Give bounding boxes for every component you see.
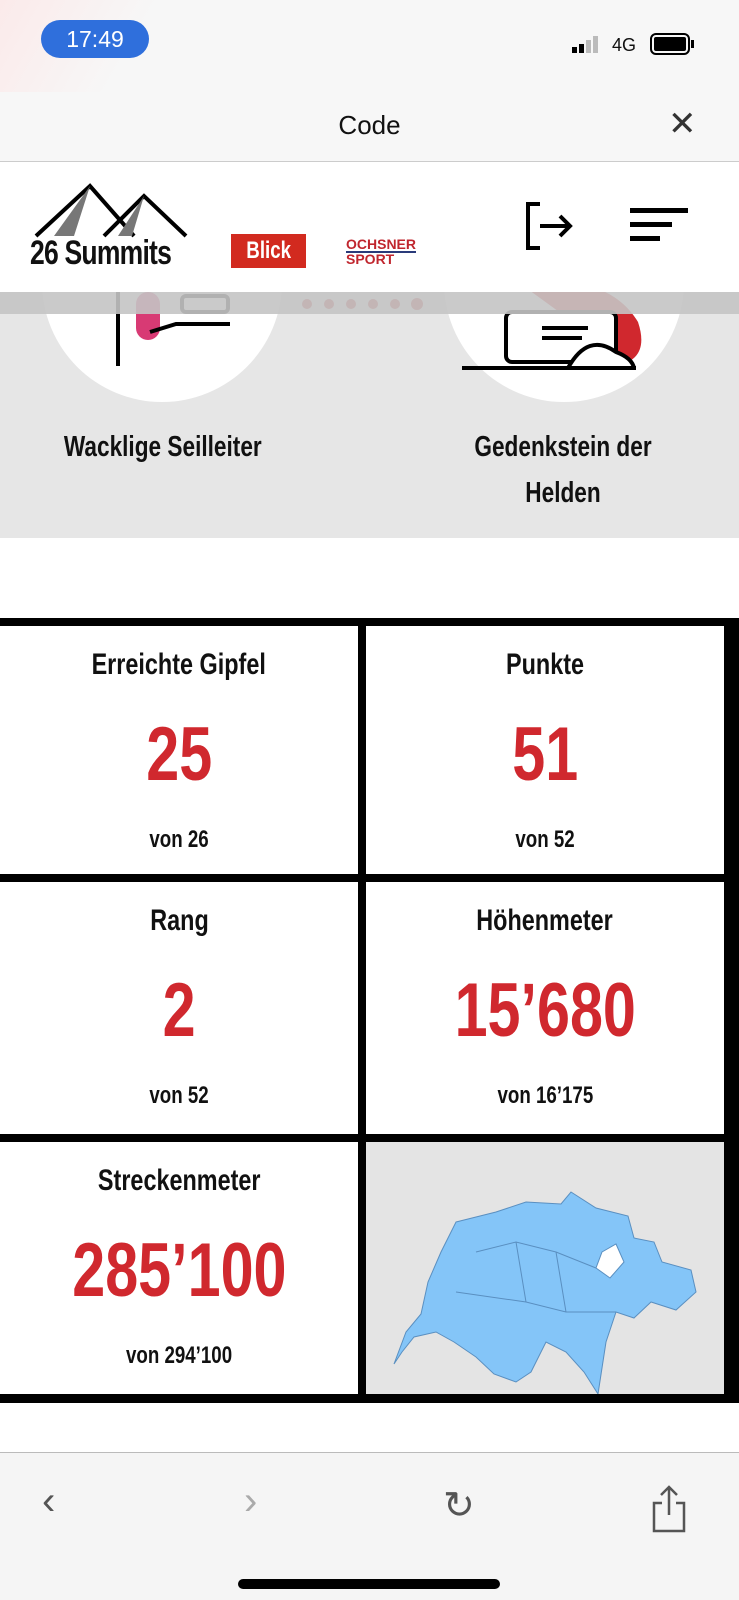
stat-rank: Rang 2 von 52 [0, 882, 358, 1134]
page-title: Code [338, 110, 401, 140]
status-bar: 17:49 4G [0, 0, 739, 92]
close-icon[interactable]: ✕ [668, 105, 697, 143]
mountains-logo-icon [34, 183, 188, 238]
switzerland-map[interactable] [366, 1142, 724, 1396]
stats-grid: Erreichte Gipfel 25 von 26 Punkte 51 von… [0, 618, 739, 1403]
stat-elevation: Höhenmeter 15’680 von 16’175 [366, 882, 724, 1134]
reload-icon[interactable]: ↻ [443, 1485, 475, 1527]
logo-text[interactable]: 26 Summits [30, 234, 172, 272]
map-icon [393, 1191, 697, 1396]
station-label: Wacklige Seilleiter [64, 431, 262, 463]
station-label: Gedenkstein der Helden [474, 431, 652, 509]
battery-icon [650, 33, 696, 60]
status-time: 17:49 [41, 20, 149, 58]
stat-points: Punkte 51 von 52 [366, 626, 724, 874]
network-type: 4G [612, 35, 637, 55]
blick-logo[interactable]: Blick [231, 234, 306, 268]
logout-icon[interactable] [526, 202, 576, 252]
stat-distance: Streckenmeter 285’100 von 294’100 [0, 1142, 358, 1394]
browser-toolbar: ‹ › ↻ [0, 1452, 739, 1600]
stations-carousel: Wacklige Seilleiter Gedenkstein der Held… [0, 162, 739, 538]
menu-icon[interactable] [630, 208, 690, 244]
header-shadow [0, 292, 739, 314]
site-header: 26 Summits Blick OCHSNER SPORT [0, 162, 739, 292]
forward-icon[interactable]: › [244, 1479, 258, 1523]
share-icon[interactable] [650, 1485, 690, 1535]
signal-icon [572, 34, 604, 59]
home-indicator[interactable] [238, 1579, 500, 1589]
browser-title-bar: Code ✕ [0, 92, 739, 162]
ochsner-sport-logo[interactable]: OCHSNER SPORT [346, 236, 417, 267]
stat-summits: Erreichte Gipfel 25 von 26 [0, 626, 358, 874]
back-icon[interactable]: ‹ [42, 1479, 56, 1523]
